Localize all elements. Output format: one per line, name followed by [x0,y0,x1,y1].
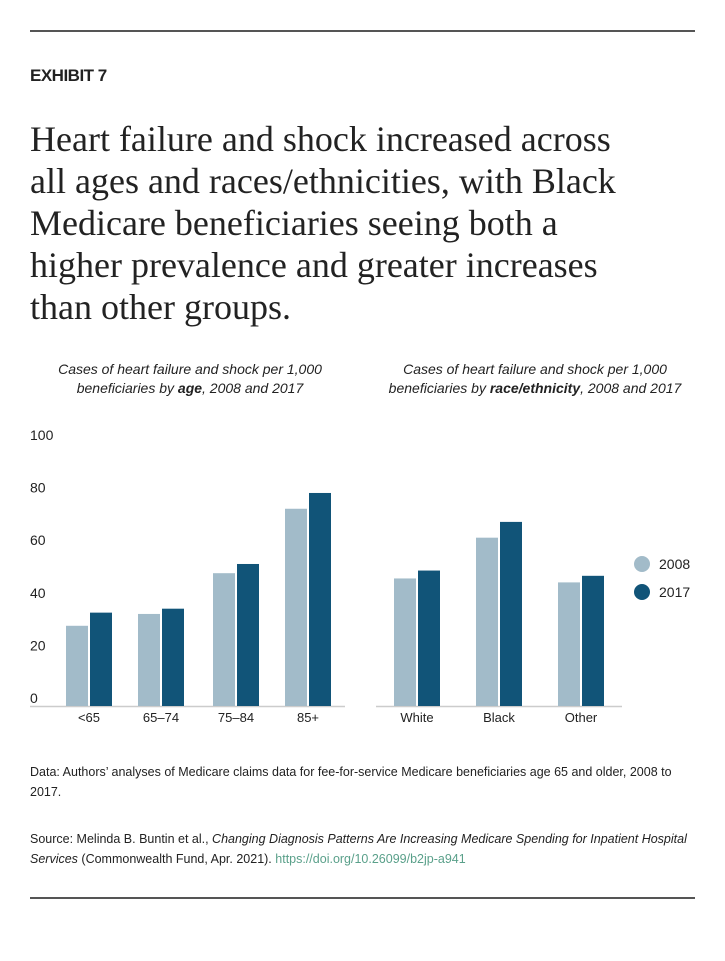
bar-2017-75–84 [237,563,259,706]
exhibit-label: EXHIBIT 7 [30,66,107,85]
subtitle-text: beneficiaries by [388,380,490,396]
legend-swatch-2017 [634,584,650,600]
bar-2008-Black [476,537,498,706]
bar-2017-White [418,570,440,706]
source-text: Source: Melinda B. Buntin et al., [30,832,213,846]
bar-2008-<65 [66,625,88,706]
subtitle-line: Cases of heart failure and shock per 1,0… [58,361,322,377]
title-line: Heart failure and shock increased across [30,119,611,159]
x-tick-label: 85+ [297,710,319,725]
bar-2008-White [394,578,416,706]
legend-label: 2008 [659,556,690,572]
x-tick-label: 65–74 [143,710,179,725]
subtitle-line: Cases of heart failure and shock per 1,0… [403,361,667,377]
legend-swatch-2008 [634,556,650,572]
y-tick-label: 100 [30,427,54,443]
y-tick-label: 0 [30,690,38,706]
bar-2017-<65 [90,612,112,706]
bar-2008-Other [558,582,580,706]
race-chart-subtitle: Cases of heart failure and shock per 1,0… [370,360,700,398]
subtitle-text: , 2008 and 2017 [580,380,682,396]
data-note: Data: Authors’ analyses of Medicare clai… [30,765,672,799]
bar-2017-Black [500,521,522,706]
y-tick-label: 80 [30,480,46,496]
y-tick-label: 20 [30,637,46,653]
bar-2008-85+ [285,508,307,706]
source-text: (Commonwealth Fund, Apr. 2021). [77,852,276,866]
legend-label: 2017 [659,584,690,600]
title-line: than other groups. [30,287,291,327]
subtitle-text: beneficiaries by [76,380,178,396]
x-tick-label: 75–84 [218,710,254,725]
source-link[interactable]: https://doi.org/10.26099/b2jp-a941 [275,852,466,866]
title-line: all ages and races/ethnicities, with Bla… [30,161,616,201]
y-tick-label: 60 [30,532,46,548]
source-note: Source: Melinda B. Buntin et al., Changi… [30,829,690,869]
bar-2017-85+ [309,492,331,706]
x-tick-label: Black [483,710,515,725]
top-rule [30,30,695,32]
x-tick-label: Other [565,710,598,725]
bar-2008-75–84 [213,573,235,706]
subtitle-bold: age [177,380,203,396]
bottom-rule [30,897,695,899]
bar-2017-Other [582,575,604,706]
bar-2008-65–74 [138,613,160,706]
x-tick-label: White [400,710,433,725]
subtitle-bold: race/ethnicity [489,380,581,396]
subtitle-text: , 2008 and 2017 [202,380,304,396]
title-line: higher prevalence and greater increases [30,245,598,285]
x-tick-label: <65 [78,710,100,725]
y-tick-label: 40 [30,585,46,601]
bar-2017-65–74 [162,608,184,706]
title-line: Medicare beneficiaries seeing both a [30,203,558,243]
source-title: Changing Diagnosis Patterns Are Increasi… [30,832,687,866]
age-chart-subtitle: Cases of heart failure and shock per 1,0… [30,360,350,398]
chart-title: Heart failure and shock increased across… [30,118,616,328]
